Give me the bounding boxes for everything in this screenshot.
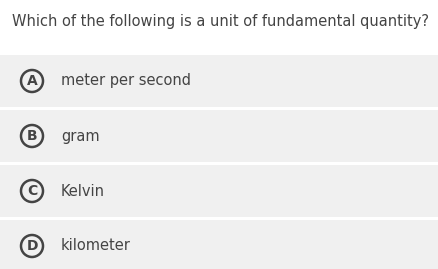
Text: D: D	[26, 239, 38, 253]
Text: gram: gram	[61, 129, 99, 143]
Text: A: A	[27, 74, 37, 88]
FancyBboxPatch shape	[0, 110, 438, 162]
Text: Kelvin: Kelvin	[61, 183, 105, 199]
Text: kilometer: kilometer	[61, 239, 131, 253]
Text: B: B	[27, 129, 37, 143]
FancyBboxPatch shape	[0, 165, 438, 217]
Text: C: C	[27, 184, 37, 198]
FancyBboxPatch shape	[0, 55, 438, 107]
Text: meter per second: meter per second	[61, 73, 191, 89]
FancyBboxPatch shape	[0, 220, 438, 269]
Text: Which of the following is a unit of fundamental quantity?: Which of the following is a unit of fund…	[12, 14, 429, 29]
